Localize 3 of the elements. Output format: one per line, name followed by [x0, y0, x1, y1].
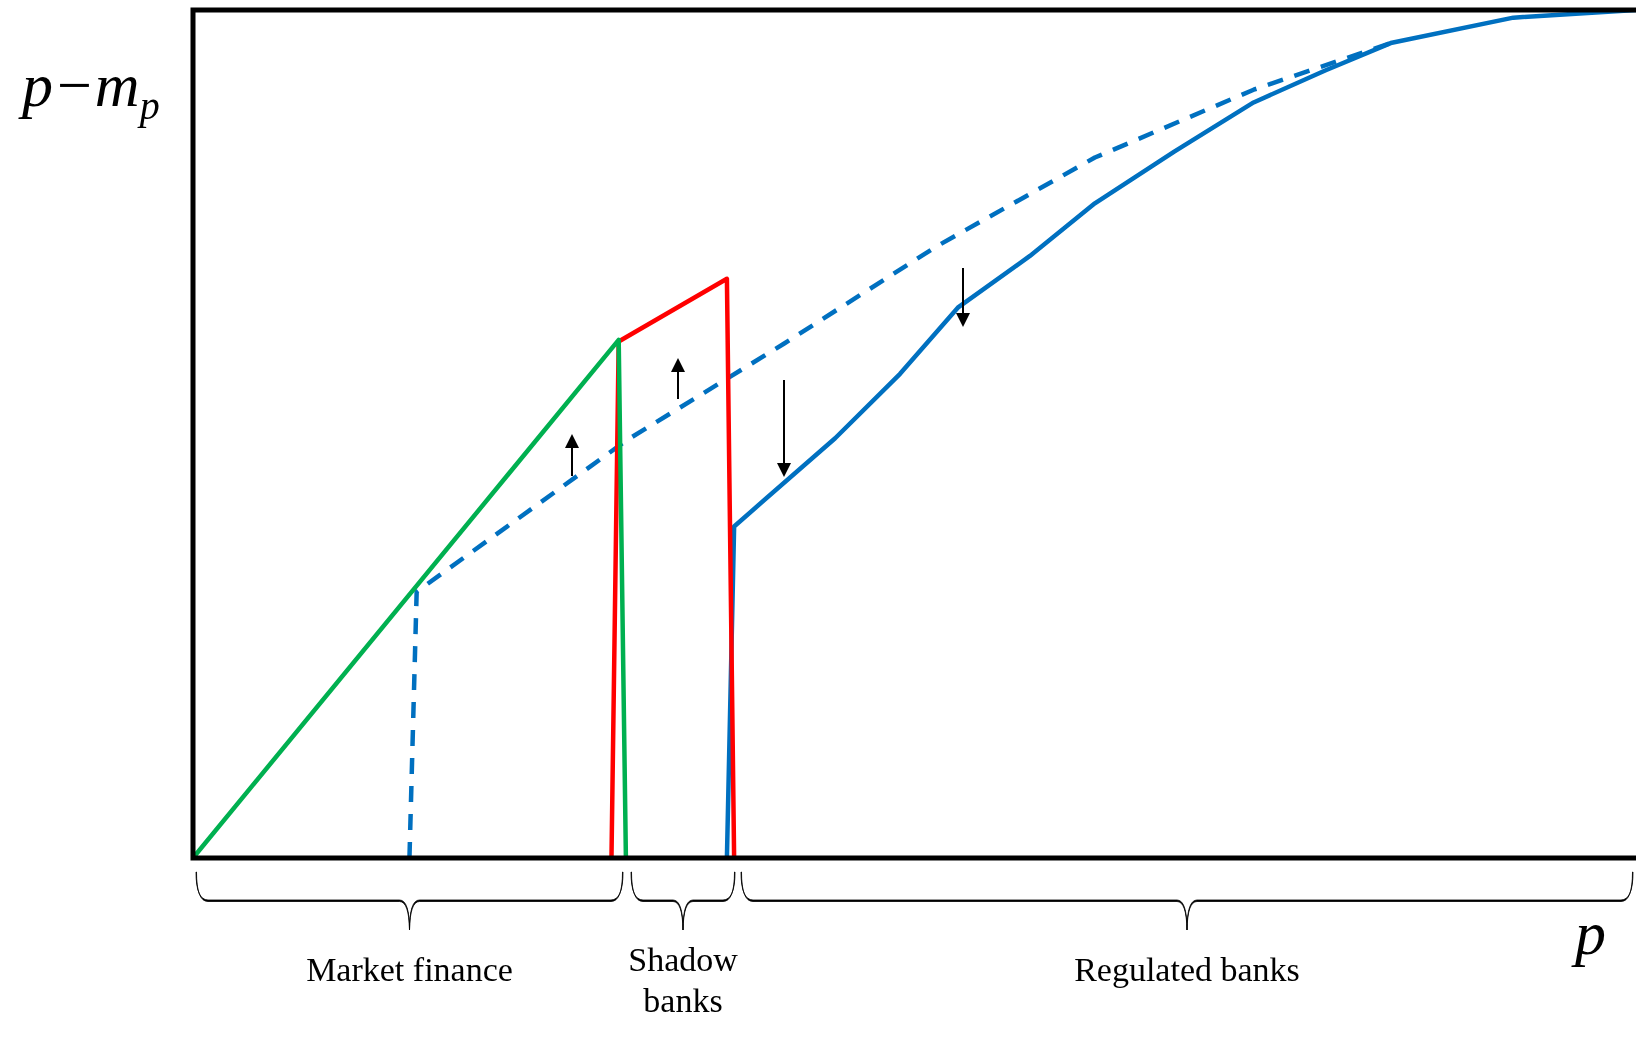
text: Regulated banks — [1074, 951, 1300, 988]
text: Market finance — [305, 950, 514, 990]
text: Shadow banks — [627, 940, 739, 1021]
